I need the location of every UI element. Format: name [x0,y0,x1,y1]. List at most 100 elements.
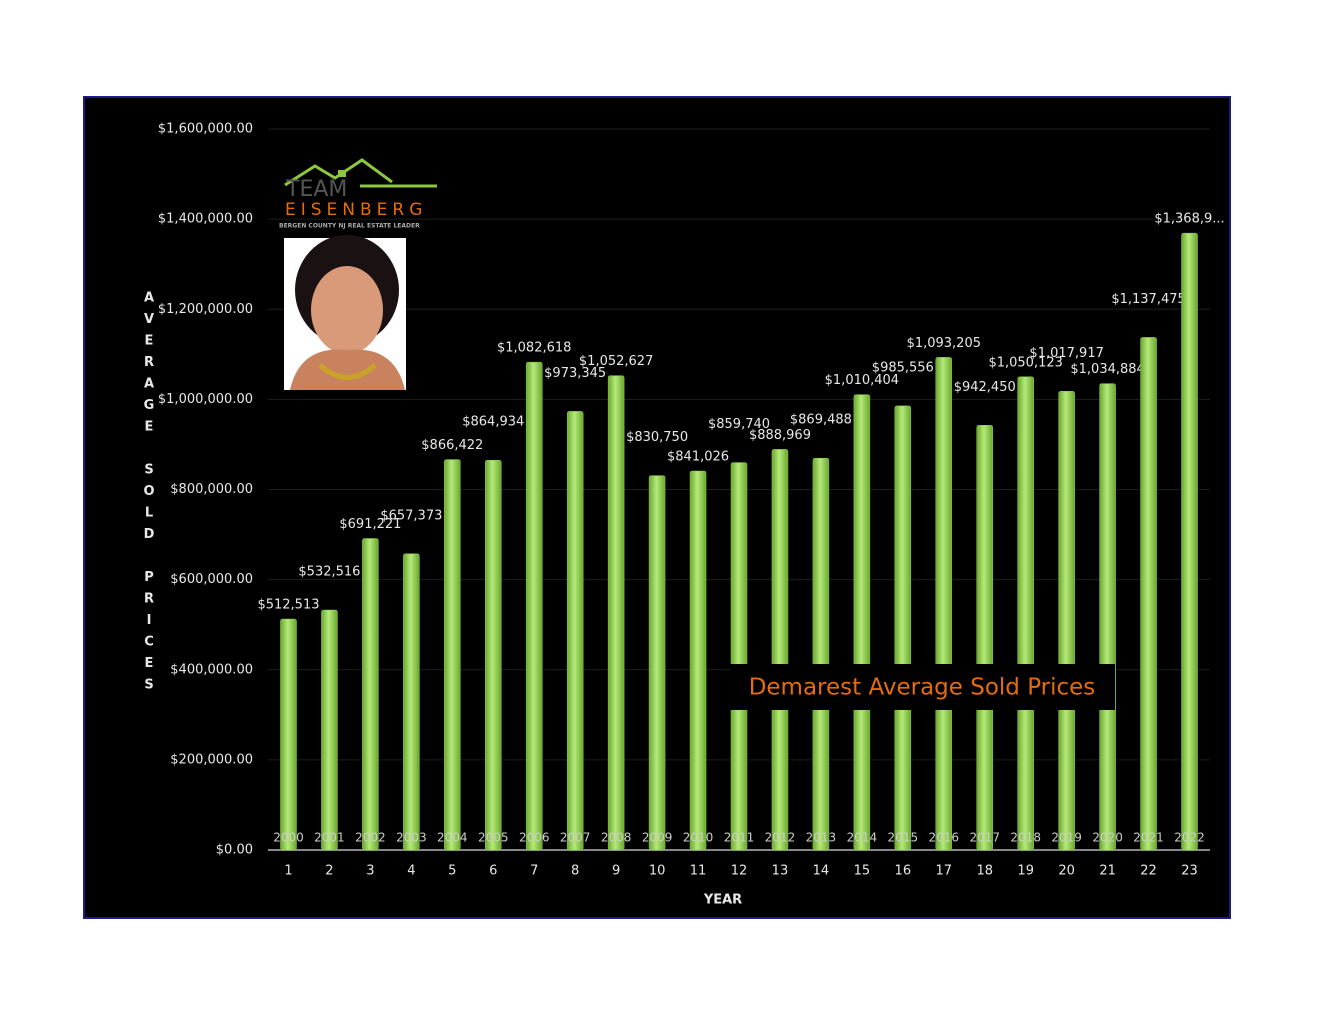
bar [566,411,584,851]
bar [648,475,666,851]
bar [935,357,953,851]
x-tick-label: 1 [284,864,292,879]
bar [403,553,420,851]
value-label: $830,750 [626,430,688,445]
x-tick-label: 7 [530,864,538,879]
y-tick-label: $600,000.00 [170,572,253,587]
value-label: $864,934 [462,415,524,430]
bar [730,462,748,851]
bar [525,361,543,851]
x-tick-label: 14 [813,864,830,879]
y-axis-title-letter: E [145,334,154,349]
x-tick-label: 13 [772,864,789,879]
chart-title: Demarest Average Sold Prices [749,675,1096,701]
bar [1099,383,1116,851]
value-label: $657,373 [380,508,442,523]
bar-year-label: 2013 [806,831,837,845]
bar-year-label: 2009 [642,831,673,845]
value-label: $1,010,404 [825,373,899,388]
value-label: $691,221 [339,517,401,532]
value-label: $1,082,618 [497,341,571,356]
bar-year-label: 2021 [1133,831,1164,845]
bar-year-label: 2008 [601,831,632,845]
value-label: $532,516 [298,565,360,580]
value-label: $1,017,917 [1029,346,1103,361]
bar-year-label: 2003 [396,831,427,845]
x-tick-label: 19 [1017,864,1034,879]
x-tick-label: 17 [936,864,953,879]
bar [1058,391,1075,851]
bar-year-label: 2015 [888,831,919,845]
x-axis-title: YEAR [703,893,742,908]
bar [485,459,502,851]
value-label: $985,556 [872,360,934,375]
y-axis-title-letter: D [144,527,155,542]
bar [607,375,625,851]
bar-year-label: 2004 [437,831,468,845]
photo [284,235,406,390]
bar [812,457,830,851]
x-tick-label: 20 [1058,864,1075,879]
x-tick-label: 4 [407,864,415,879]
x-tick-label: 6 [489,864,497,879]
y-tick-label: $200,000.00 [170,752,253,767]
bar [1181,232,1198,851]
bar-year-label: 2018 [1010,831,1041,845]
x-tick-label: 3 [366,864,374,879]
y-axis-title-letter: A [144,291,154,306]
x-tick-label: 9 [612,864,620,879]
bar [894,405,912,851]
x-tick-label: 21 [1099,864,1116,879]
y-axis-title-letter: L [145,506,153,521]
y-axis-title-letter: E [145,420,154,435]
bar-year-label: 2002 [355,831,386,845]
y-tick-label: $1,400,000.00 [158,212,253,227]
bar-year-label: 2020 [1092,831,1123,845]
bar-year-label: 2000 [273,831,304,845]
bar [280,618,297,851]
logo-team: TEAM [285,177,347,202]
x-tick-label: 23 [1181,864,1198,879]
y-axis-title-letter: S [144,463,153,478]
y-axis-title-letter: A [144,377,154,392]
bar-year-label: 2014 [847,831,878,845]
bar [1140,337,1157,851]
x-tick-label: 2 [325,864,333,879]
x-tick-label: 16 [895,864,912,879]
x-tick-label: 10 [649,864,666,879]
bar-year-label: 2022 [1174,831,1205,845]
y-tick-label: $1,200,000.00 [158,302,253,317]
bar-year-label: 2012 [765,831,796,845]
y-tick-label: $1,000,000.00 [158,392,253,407]
x-tick-label: 8 [571,864,579,879]
bar [976,425,993,851]
x-tick-label: 12 [731,864,748,879]
x-tick-label: 5 [448,864,456,879]
x-tick-label: 15 [854,864,871,879]
bar-year-label: 2005 [478,831,509,845]
bar [689,470,707,851]
bar-year-label: 2007 [560,831,591,845]
value-label: $1,137,475 [1111,292,1185,307]
bar [1017,376,1034,851]
bar-year-label: 2010 [683,831,714,845]
y-axis-title-letter: R [144,355,154,370]
y-axis-title-letter: C [144,635,154,650]
logo-name: EISENBERG [285,200,427,220]
x-tick-label: 11 [690,864,707,879]
value-label: $888,969 [749,428,811,443]
bar [444,459,461,851]
bar-year-label: 2016 [929,831,960,845]
value-label: $1,052,627 [579,354,653,369]
bar [771,449,789,851]
value-label: $1,368,9... [1154,212,1224,227]
y-axis-title-letter: E [145,656,154,671]
value-label: $1,034,884 [1070,362,1144,377]
bar [362,538,379,851]
value-label: $841,026 [667,450,729,465]
value-label: $869,488 [790,413,852,428]
y-axis-title-letter: P [144,570,154,585]
y-tick-label: $400,000.00 [170,662,253,677]
